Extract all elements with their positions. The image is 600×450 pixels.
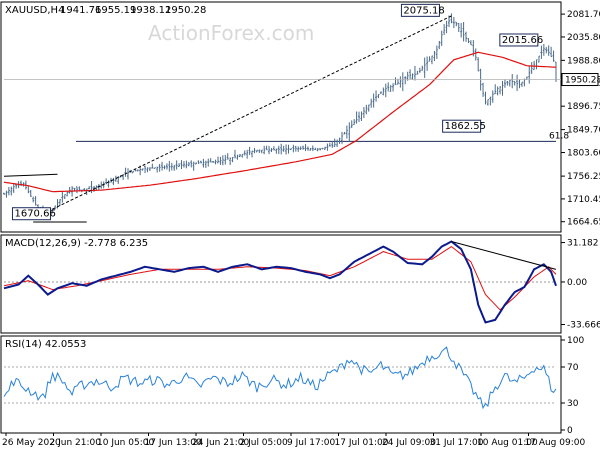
price-axis-tick-label: 1896.75 — [567, 102, 600, 112]
watermark: ActionForex.com — [148, 21, 314, 45]
symbol-title: XAUUSD,H4 — [5, 5, 64, 16]
price-panel-frame — [0, 1, 562, 233]
macd-main-line — [3, 240, 557, 324]
price-annotation-box — [499, 33, 539, 47]
ohlc-close: 1950.28 — [165, 5, 206, 16]
price-axis-tick-label: 1710.45 — [567, 195, 600, 205]
price-layer: 61.8 2075.18 2015.66 1862.55 1670.66 — [3, 3, 569, 223]
trendline — [52, 15, 452, 210]
x-axis-tick-label: 10 Aug 01:00 — [477, 438, 538, 448]
price-axis-tick-label: 1803.60 — [567, 149, 600, 159]
x-axis-tick-label: 9 Jul 17:00 — [287, 438, 336, 448]
x-axis-tick-label: 24 Jul 09:00 — [382, 438, 436, 448]
macd-panel-frame — [0, 234, 562, 334]
price-axis-tick-label: 2035.80 — [567, 33, 600, 43]
rsi-line — [3, 346, 557, 410]
macd-label: MACD(12,26,9) -2.778 6.235 — [5, 238, 148, 249]
ohlc-high: 1955.19 — [95, 5, 136, 16]
x-axis-tick-label: 2 Jun 21:00 — [50, 438, 102, 448]
x-axis-tick-label: 31 Jul 17:00 — [430, 438, 484, 448]
rsi-label: RSI(14) 42.0553 — [5, 339, 86, 350]
sma-line — [3, 51, 557, 193]
x-axis-tick-label: 26 May 2020 — [2, 438, 61, 448]
price-annotation: 2015.66 — [502, 35, 543, 46]
macd-axis-tick-label: -33.666 — [567, 321, 600, 331]
price-axis-tick-label: 1849.70 — [567, 126, 600, 136]
price-axis: 2081.702035.801988.801942.951896.751849.… — [561, 10, 600, 228]
price-axis-tick-label: 1988.80 — [567, 56, 600, 66]
macd-divergence-line — [451, 241, 557, 270]
price-annotation-box — [400, 3, 440, 17]
macd-layer — [3, 240, 557, 324]
x-axis-tick-label: 10 Jun 05:00 — [97, 438, 154, 448]
price-header: XAUUSD,H4 1941.76 1955.19 1938.12 1950.2… — [5, 5, 206, 16]
price-axis-tick-label: 1664.65 — [567, 218, 600, 228]
rsi-axis: 100 70 30 0 — [561, 336, 584, 436]
macd-axis: 31.182 0.00 -33.666 — [561, 239, 600, 331]
price-annotation: 1670.66 — [14, 209, 55, 220]
rsi-axis-tick-label: 0 — [567, 426, 573, 436]
price-annotation-box — [442, 119, 482, 133]
rsi-layer — [3, 346, 557, 410]
macd-axis-tick-label: 31.182 — [567, 239, 599, 249]
x-axis-tick-label: 17 Aug 09:00 — [525, 438, 586, 448]
price-annotation: 2075.18 — [403, 5, 444, 16]
price-axis-tick-label: 2081.70 — [567, 10, 600, 20]
fib-618-label: 61.8 — [549, 131, 569, 141]
x-axis-tick-label: 17 Jul 01:00 — [335, 438, 389, 448]
rsi-panel-frame — [0, 335, 562, 434]
x-axis-tick-label: 24 Jun 21:00 — [192, 438, 249, 448]
last-price-label: 1950.28 — [565, 76, 600, 86]
macd-axis-tick-label: 0.00 — [567, 278, 587, 288]
rsi-axis-tick-label: 100 — [567, 336, 584, 346]
rsi-axis-tick-label: 70 — [567, 363, 579, 373]
price-annotation-box — [11, 207, 51, 221]
last-price-box — [561, 73, 599, 87]
price-annotation: 1862.55 — [445, 121, 486, 132]
ohlc-low: 1938.12 — [130, 5, 171, 16]
trendline — [3, 173, 58, 177]
x-axis-tick-label: 2 Jul 05:00 — [240, 438, 289, 448]
price-axis-tick-label: 1756.25 — [567, 172, 600, 182]
rsi-axis-tick-label: 30 — [567, 399, 579, 409]
ohlc-open: 1941.76 — [60, 5, 101, 16]
x-axis-tick-label: 17 Jun 13:00 — [145, 438, 202, 448]
